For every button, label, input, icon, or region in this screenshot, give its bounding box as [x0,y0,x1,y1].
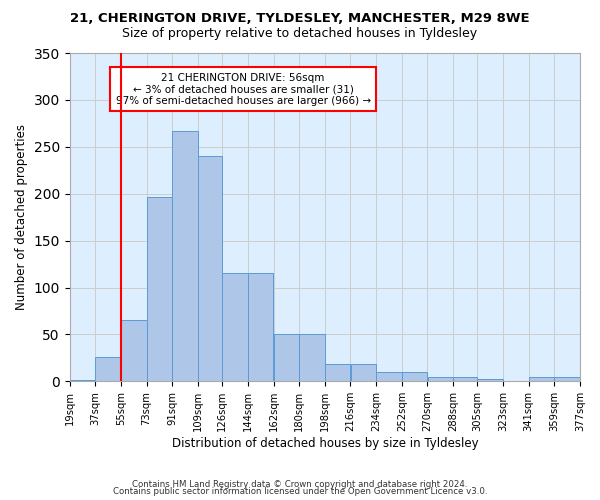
Bar [299,334,325,382]
Bar [350,364,376,382]
Bar [147,196,172,382]
Text: 21 CHERINGTON DRIVE: 56sqm
← 3% of detached houses are smaller (31)
97% of semi-: 21 CHERINGTON DRIVE: 56sqm ← 3% of detac… [116,72,371,106]
Bar [121,320,146,382]
Bar [198,156,222,382]
Bar [223,272,248,382]
Bar [453,376,477,382]
Bar [95,357,121,382]
X-axis label: Distribution of detached houses by size in Tyldesley: Distribution of detached houses by size … [172,437,478,450]
Bar [428,376,453,382]
Bar [402,372,427,382]
Text: Size of property relative to detached houses in Tyldesley: Size of property relative to detached ho… [122,28,478,40]
Bar [529,376,554,382]
Text: Contains HM Land Registry data © Crown copyright and database right 2024.: Contains HM Land Registry data © Crown c… [132,480,468,489]
Text: 21, CHERINGTON DRIVE, TYLDESLEY, MANCHESTER, M29 8WE: 21, CHERINGTON DRIVE, TYLDESLEY, MANCHES… [70,12,530,26]
Bar [325,364,350,382]
Bar [376,372,401,382]
Bar [554,376,580,382]
Text: Contains public sector information licensed under the Open Government Licence v3: Contains public sector information licen… [113,488,487,496]
Bar [248,272,274,382]
Bar [478,380,503,382]
Y-axis label: Number of detached properties: Number of detached properties [15,124,28,310]
Bar [172,131,198,382]
Bar [70,380,95,382]
Bar [274,334,299,382]
